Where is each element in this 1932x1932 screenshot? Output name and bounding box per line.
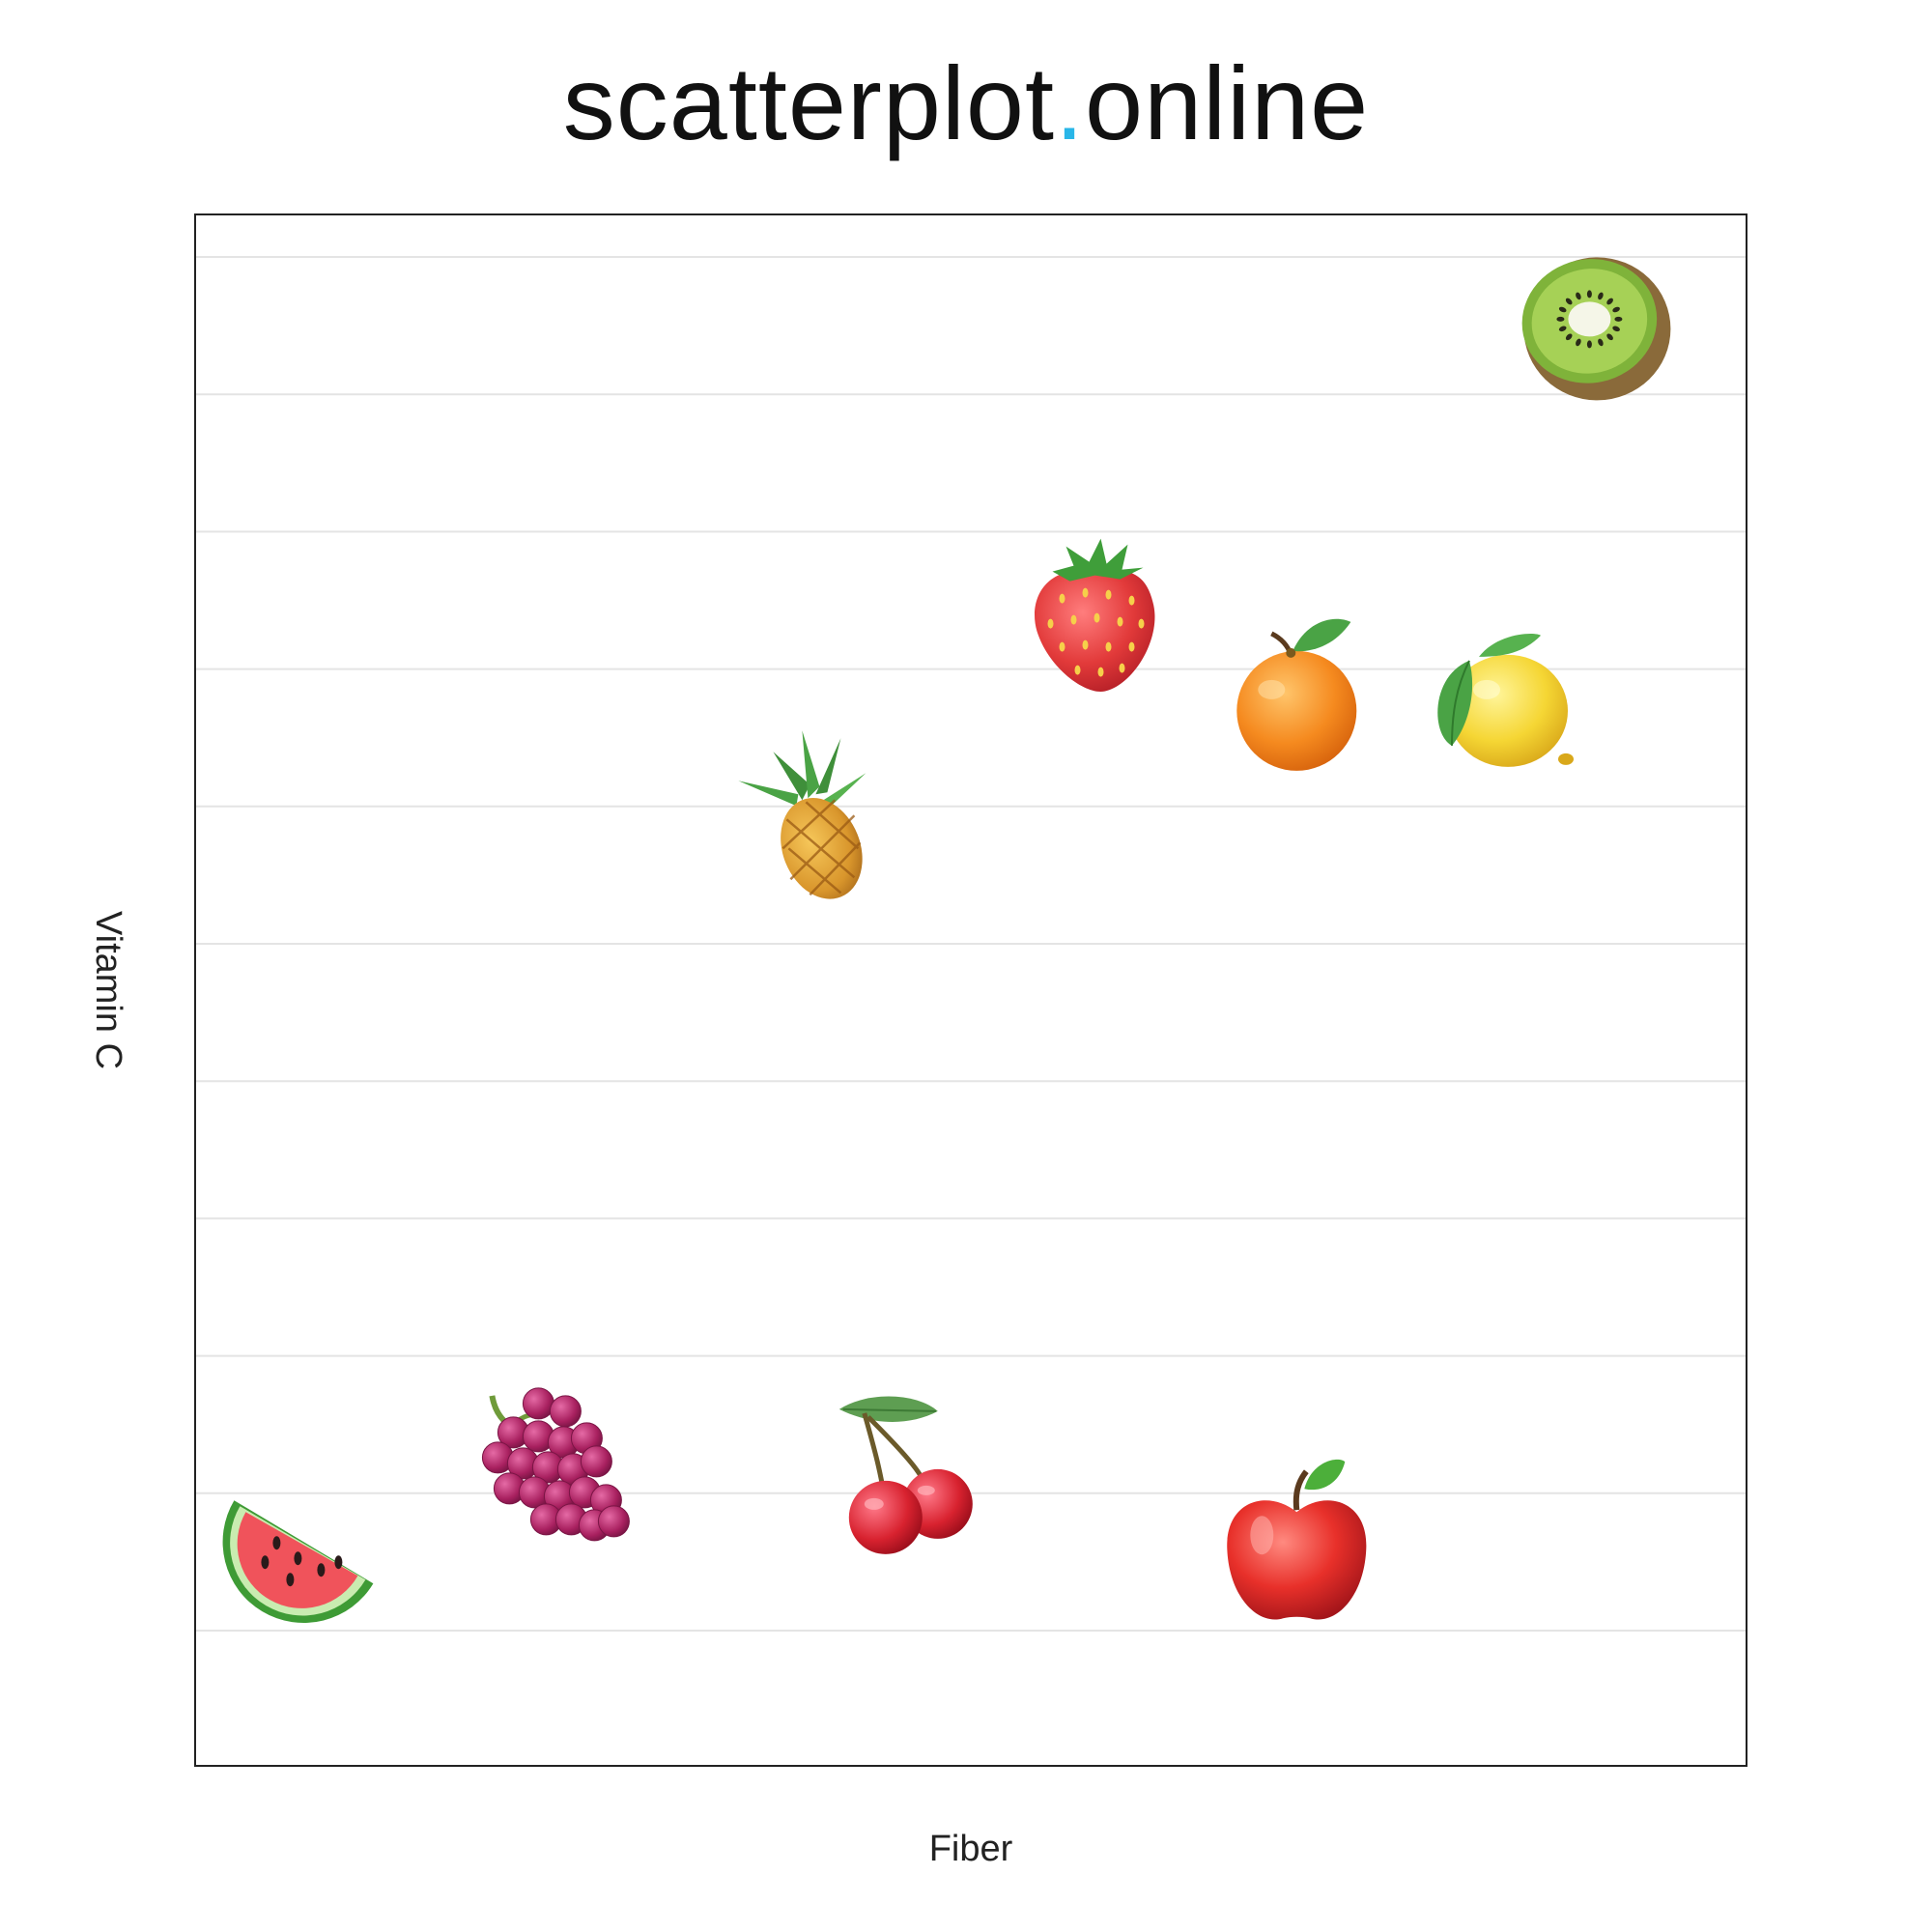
data-point-kiwi bbox=[1521, 257, 1671, 401]
lemon-icon bbox=[1437, 633, 1574, 767]
watermelon-icon bbox=[222, 1500, 374, 1624]
strawberry-icon bbox=[1035, 538, 1155, 692]
grapes-icon bbox=[481, 1387, 630, 1542]
logo-text-suffix: online bbox=[1085, 44, 1370, 161]
data-point-cherries bbox=[838, 1396, 973, 1554]
plot-frame bbox=[194, 213, 1747, 1767]
orange-icon bbox=[1236, 618, 1357, 771]
grid-lines bbox=[195, 256, 1747, 1632]
data-point-apple bbox=[1227, 1459, 1367, 1620]
apple-icon bbox=[1227, 1459, 1367, 1620]
x-axis-title: Fiber bbox=[929, 1829, 1013, 1869]
data-point-lemon bbox=[1437, 633, 1574, 767]
data-point-strawberry bbox=[1035, 538, 1155, 692]
data-point-grapes bbox=[481, 1387, 630, 1542]
y-axis-title: Vitamin C bbox=[88, 911, 128, 1069]
data-point-watermelon bbox=[222, 1500, 374, 1624]
kiwi-icon bbox=[1521, 257, 1671, 401]
logo-dot: . bbox=[1054, 44, 1085, 161]
pineapple-icon bbox=[738, 730, 867, 899]
cherries-icon bbox=[838, 1396, 973, 1554]
site-logo: scatterplot.online bbox=[0, 41, 1932, 166]
data-points bbox=[222, 257, 1671, 1624]
data-point-pineapple bbox=[738, 730, 867, 899]
data-point-orange bbox=[1236, 618, 1357, 771]
logo-text-main: scatterplot bbox=[562, 44, 1055, 161]
